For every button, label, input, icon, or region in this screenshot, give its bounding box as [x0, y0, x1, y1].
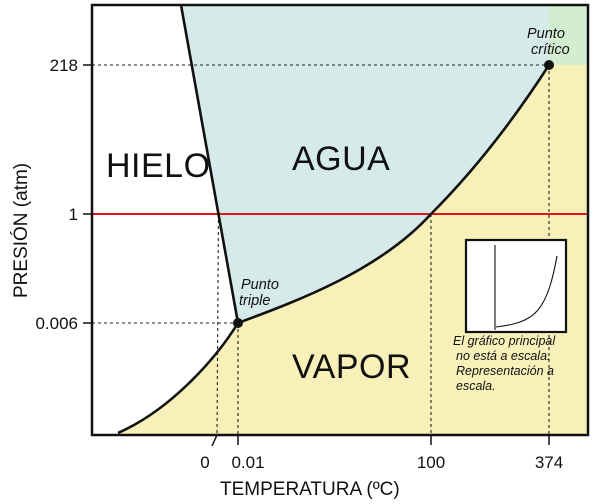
sublimation-curve	[117, 322, 240, 435]
inset-note-line2: no está a escala.	[456, 349, 551, 363]
critical-point-marker	[544, 60, 554, 70]
triple-point-label-line2: triple	[239, 293, 270, 309]
supercritical-region	[549, 5, 588, 65]
vaporization-curve	[237, 64, 551, 325]
vapor-label: VAPOR	[292, 348, 411, 386]
x-tick-label: 374	[535, 453, 563, 472]
x-axis-ticks: 0 0.01 100 374	[200, 434, 563, 472]
key-points	[233, 60, 554, 328]
critical-point-label-line2: crítico	[531, 42, 570, 58]
ice-label: HIELO	[106, 147, 211, 185]
critical-point-label-line1: Punto	[527, 26, 565, 42]
fusion-curve	[179, 4, 240, 324]
water-label: AGUA	[292, 140, 390, 178]
inset-note-line3: Representación a	[456, 364, 554, 378]
y-tick-label: 218	[50, 56, 78, 75]
inset-frame	[464, 238, 568, 334]
x-tick	[211, 434, 218, 447]
plot-frame	[90, 3, 590, 437]
y-tick-label: 1	[69, 205, 78, 224]
x-axis-title: TEMPERATURA (ºC)	[220, 479, 400, 500]
y-tick-label: 0.006	[35, 314, 78, 333]
triple-point-label-line1: Punto	[241, 277, 279, 293]
x-tick-label: 0.01	[231, 453, 264, 472]
x-tick-label: 0	[200, 453, 209, 472]
inset-note-line4: escala.	[456, 379, 496, 393]
guide-lines	[92, 64, 550, 436]
guide-melting	[216, 213, 220, 436]
y-axis-ticks: 0.006 1 218	[35, 56, 92, 333]
y-axis-title: PRESIÓN (atm)	[10, 163, 32, 298]
triple-point-marker	[233, 318, 243, 328]
inset-scale-plot	[464, 238, 568, 334]
inset-note-line1: El gráfico principal	[453, 334, 556, 348]
x-tick-label: 100	[417, 453, 445, 472]
water-region	[181, 5, 549, 323]
inset-vapor-curve	[495, 255, 558, 328]
vapor-region	[118, 65, 588, 435]
